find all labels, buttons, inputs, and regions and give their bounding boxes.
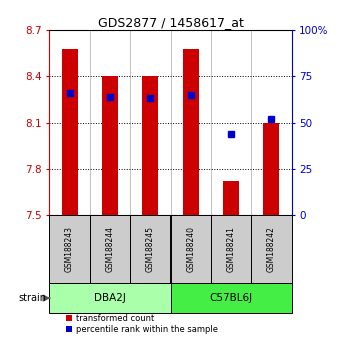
Text: GSM188240: GSM188240 <box>186 226 195 272</box>
Bar <box>251 215 292 283</box>
Bar <box>61 48 78 215</box>
Text: GSM188245: GSM188245 <box>146 226 155 272</box>
Text: GSM188244: GSM188244 <box>105 226 115 272</box>
Bar <box>142 76 158 215</box>
Bar <box>130 215 170 283</box>
Bar <box>102 76 118 215</box>
Bar <box>223 181 239 215</box>
Bar <box>170 283 292 314</box>
Text: C57BL6J: C57BL6J <box>209 293 253 303</box>
Bar <box>263 122 280 215</box>
Bar <box>90 215 130 283</box>
Bar <box>49 215 90 283</box>
Bar <box>211 215 251 283</box>
Bar <box>49 283 170 314</box>
Text: DBA2J: DBA2J <box>94 293 126 303</box>
Text: GSM188241: GSM188241 <box>226 226 236 272</box>
Bar <box>170 215 211 283</box>
Legend: transformed count, percentile rank within the sample: transformed count, percentile rank withi… <box>66 314 218 334</box>
Text: GSM188243: GSM188243 <box>65 226 74 272</box>
Text: strain: strain <box>18 293 46 303</box>
Bar <box>183 48 199 215</box>
Title: GDS2877 / 1458617_at: GDS2877 / 1458617_at <box>98 16 243 29</box>
Text: GSM188242: GSM188242 <box>267 226 276 272</box>
